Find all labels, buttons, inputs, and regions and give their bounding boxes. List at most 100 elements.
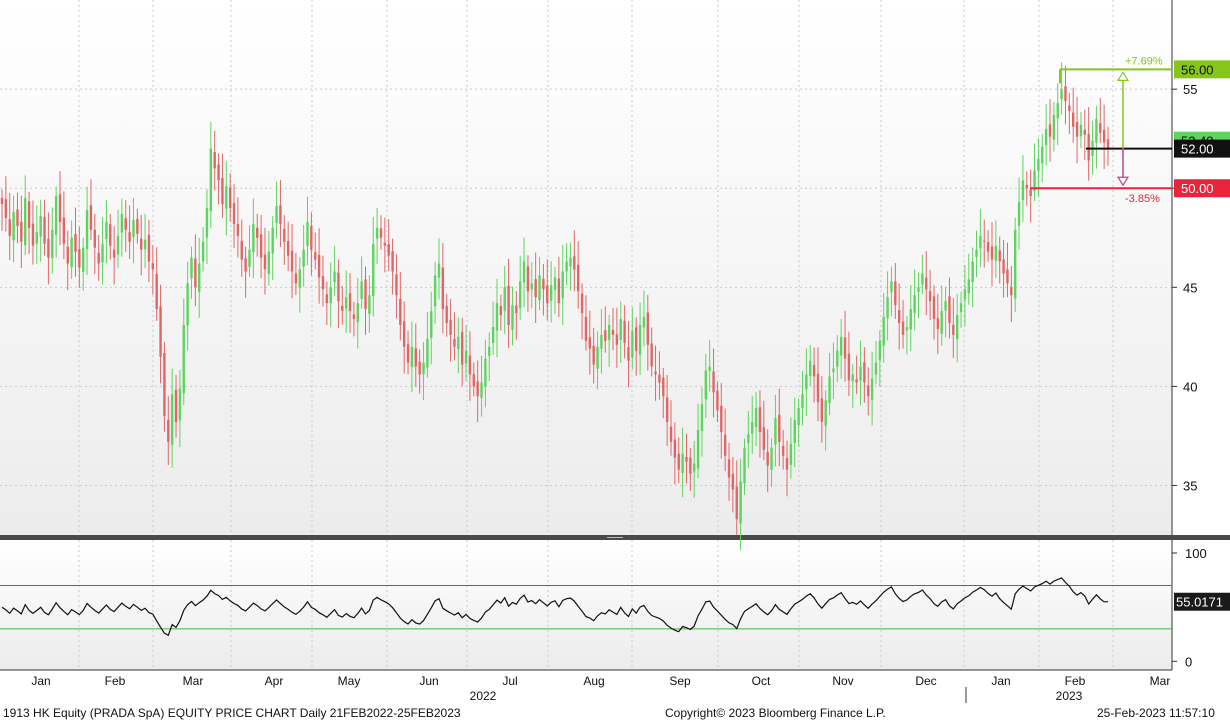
candle-body (921, 273, 924, 285)
candle-body (283, 228, 286, 242)
candle-body (658, 374, 661, 383)
candle-body (654, 371, 657, 375)
downside-arrow-head (1116, 176, 1130, 187)
candle-body (797, 408, 800, 426)
candle-body (1025, 185, 1028, 189)
x-month-label: Dec (915, 674, 936, 688)
candle-body (751, 422, 754, 434)
candle-body (577, 264, 580, 292)
candle-body (445, 305, 448, 323)
x-month-label: Jan (991, 674, 1010, 688)
candle-body (430, 311, 433, 338)
candle-body (232, 203, 236, 224)
x-year-label: 2022 (470, 689, 497, 703)
candle-body (673, 439, 677, 458)
candle-body (546, 285, 549, 304)
candle-body (85, 210, 89, 250)
chart-canvas: 354045505552.4056.0052.0050.00+7.69%-3.8… (0, 0, 1230, 705)
candle-body (542, 278, 545, 290)
candle-body (801, 394, 804, 408)
candle-body (1102, 129, 1106, 143)
candle-body (805, 374, 808, 390)
candle-body (897, 310, 901, 323)
candle-body (491, 326, 495, 343)
candle-body (31, 223, 35, 246)
candle-body (1083, 129, 1086, 135)
candle-body (341, 305, 344, 312)
candle-body (383, 242, 387, 246)
candle-body (356, 303, 359, 323)
candle-body (901, 321, 905, 335)
candle-body (449, 319, 452, 335)
candle-body (824, 400, 827, 426)
candle-body (120, 214, 124, 233)
candle-body (1037, 158, 1040, 171)
candle-body (286, 241, 290, 256)
candle-body (716, 390, 719, 411)
candle-body (372, 243, 375, 297)
candle-body (170, 394, 174, 445)
candle-body (97, 252, 100, 264)
current-level-label: 52.00 (1181, 142, 1214, 157)
candle-body (561, 271, 564, 299)
candle-body (16, 209, 19, 226)
candle-body (642, 317, 646, 328)
candle-body (743, 447, 746, 484)
candle-body (457, 336, 460, 349)
candle-body (78, 249, 81, 268)
candle-body (952, 324, 955, 335)
x-month-label: Mar (183, 674, 204, 688)
candle-body (650, 343, 653, 367)
candle-body (209, 148, 213, 212)
candle-body (573, 256, 576, 270)
x-month-label: Jun (419, 674, 438, 688)
price-tick-label: 55 (1183, 82, 1197, 97)
candle-body (874, 362, 878, 375)
candle-body (812, 365, 816, 377)
candle-body (12, 212, 15, 241)
candle-body (1095, 118, 1098, 143)
candle-body (511, 305, 514, 330)
candle-body (785, 458, 789, 470)
candle-body (696, 429, 700, 469)
candle-body (213, 151, 216, 169)
upside-percent-label: +7.69% (1125, 55, 1163, 67)
candle-body (503, 287, 506, 311)
candle-body (375, 227, 379, 239)
candle-body (994, 245, 998, 261)
candle-body (62, 217, 66, 244)
footer-timestamp: 25-Feb-2023 11:57:10 (1097, 706, 1215, 720)
candle-body (70, 237, 73, 268)
candle-body (967, 279, 970, 294)
candle-body (669, 426, 673, 442)
candle-body (147, 234, 151, 262)
indicator-tick-label: 0 (1185, 654, 1192, 669)
candle-body (275, 206, 278, 224)
candle-body (1013, 229, 1017, 299)
candle-body (267, 251, 271, 274)
resistance-level-tag (1174, 60, 1230, 79)
candle-body (515, 305, 518, 314)
candle-body (1064, 86, 1067, 102)
candle-body (1052, 114, 1056, 140)
candle-body (526, 266, 530, 292)
candle-body (1044, 128, 1048, 146)
candle-body (337, 272, 340, 302)
candle-body (522, 261, 526, 283)
candle-body (1021, 180, 1025, 200)
x-month-label: Jan (31, 674, 50, 688)
x-month-label: Oct (752, 674, 771, 688)
candle-body (870, 378, 874, 400)
candle-body (302, 249, 305, 267)
oscillator-value-tag (1174, 592, 1230, 611)
candle-body (201, 241, 205, 262)
candle-body (894, 281, 897, 306)
candle-body (990, 246, 994, 260)
candle-body (766, 451, 769, 466)
candle-body (793, 420, 796, 443)
candle-body (163, 352, 166, 417)
candle-body (480, 382, 483, 398)
support-level-tag (1174, 179, 1230, 198)
candle-body (344, 297, 348, 309)
candle-body (809, 360, 812, 376)
